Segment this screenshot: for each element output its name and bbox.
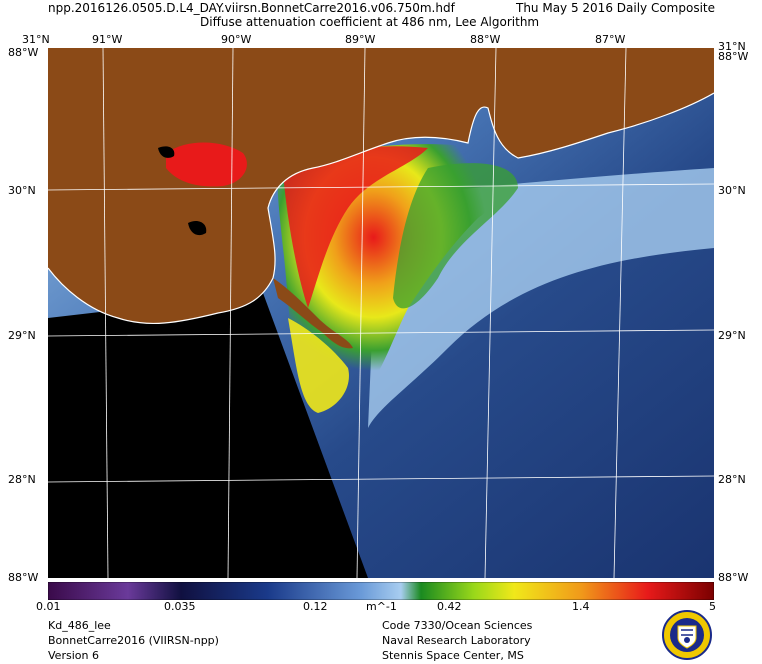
colorbar-tick-0.42: 0.42 <box>437 600 462 613</box>
lon-label-87w: 87°W <box>595 33 626 46</box>
lon-label-88w: 88°W <box>470 33 501 46</box>
lake-maurepas <box>158 146 175 158</box>
land-area <box>48 48 714 324</box>
red-nearshore <box>283 146 428 308</box>
footer-location: Stennis Space Center, MS <box>382 649 524 662</box>
lon-label-89w: 89°W <box>345 33 376 46</box>
footer-region: BonnetCarre2016 (VIIRSN-npp) <box>48 634 219 647</box>
naval-research-laboratory-seal <box>662 610 712 660</box>
colorbar-tick-0.12: 0.12 <box>303 600 328 613</box>
corner-bottom-right-label: 88°W <box>718 571 749 584</box>
lat-label-29n-right: 29°N <box>718 329 746 342</box>
kd-map <box>48 48 714 578</box>
footer-product-name: Kd_486_lee <box>48 619 111 632</box>
lon-label-91w: 91°W <box>92 33 123 46</box>
corner-top-right-label: 31°N <box>718 40 746 53</box>
corner-right-top-label: 88°W <box>718 50 749 63</box>
delta-land <box>273 278 353 349</box>
filename-title: npp.2016126.0505.D.L4_DAY.viirsn.BonnetC… <box>48 1 455 15</box>
footer-code: Code 7330/Ocean Sciences <box>382 619 533 632</box>
corner-bottom-left-label: 88°W <box>8 571 39 584</box>
lake-pontchartrain <box>166 142 247 187</box>
nodata-wedge <box>48 293 368 578</box>
footer-lab: Naval Research Laboratory <box>382 634 531 647</box>
colorbar-tick-0.035: 0.035 <box>164 600 196 613</box>
date-title: Thu May 5 2016 Daily Composite <box>515 1 715 15</box>
coastline <box>48 92 714 325</box>
inland-lake <box>188 221 207 236</box>
colorbar <box>48 582 714 600</box>
corner-top-left-label: 31°N <box>22 33 50 46</box>
green-shelf-water <box>393 163 518 309</box>
footer-version: Version 6 <box>48 649 99 662</box>
colorbar-units: m^-1 <box>366 600 397 613</box>
lat-label-30n-right: 30°N <box>718 184 746 197</box>
lat-label-28n-right: 28°N <box>718 473 746 486</box>
lon-label-90w: 90°W <box>221 33 252 46</box>
lat-label-30n-left: 30°N <box>8 184 36 197</box>
colorbar-tick-0.01: 0.01 <box>36 600 61 613</box>
lat-label-28n-left: 28°N <box>8 473 36 486</box>
lat-label-29n-left: 29°N <box>8 329 36 342</box>
graticule <box>48 48 714 578</box>
colorbar-tick-5: 5 <box>709 600 716 613</box>
corner-left-top-label: 88°W <box>8 46 39 59</box>
product-title: Diffuse attenuation coefficient at 486 n… <box>200 15 540 29</box>
yellow-delta-plume <box>288 318 349 413</box>
colorbar-tick-1.4: 1.4 <box>572 600 590 613</box>
